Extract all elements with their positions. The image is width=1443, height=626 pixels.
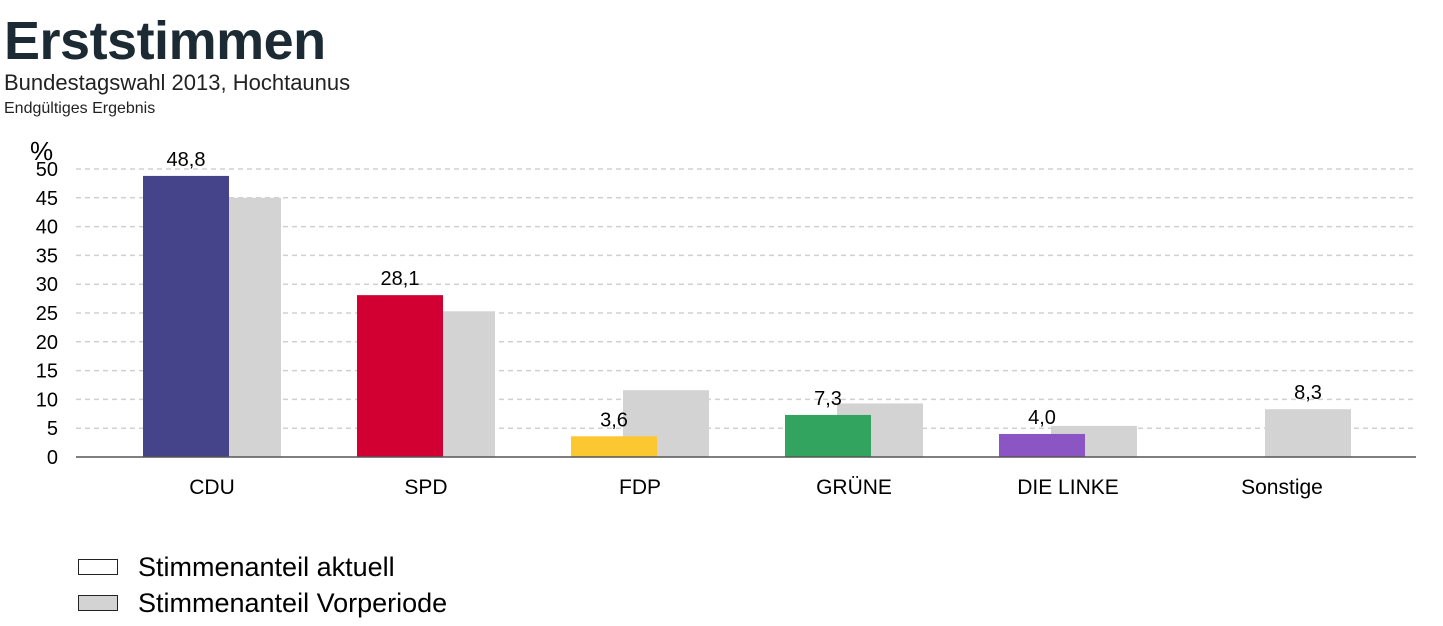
data-label: 48,8 [167,149,206,171]
data-labels: 48,8 28,1 3,6 7,3 4,0 8,3 [167,149,1322,431]
legend-item-previous: Stimmenanteil Vorperiode [78,585,447,621]
y-tick-label: 20 [36,332,58,354]
legend-item-current: Stimmenanteil aktuell [78,549,447,585]
chart-title: Erststimmen [4,11,326,71]
x-tick-label: FDP [619,476,661,499]
result-note: Endgültiges Ergebnis [4,100,156,117]
x-tick-label: GRÜNE [816,476,892,499]
x-tick-label: DIE LINKE [1017,476,1119,499]
y-tick-label: 25 [36,303,58,325]
bar-current [999,433,1085,457]
data-label: 3,6 [600,409,628,431]
legend-label-previous: Stimmenanteil Vorperiode [138,587,448,618]
y-axis-ticks: 0 5 10 15 20 25 30 35 40 45 50 [36,159,58,469]
x-tick-label: SPD [404,476,447,499]
data-label: 8,3 [1294,382,1322,404]
y-tick-label: 0 [47,447,58,469]
y-axis-label: % [30,136,53,166]
legend-swatch-current [78,559,118,575]
bar-current [785,414,871,457]
legend: Stimmenanteil aktuell Stimmenanteil Vorp… [78,549,447,621]
data-label: 28,1 [381,268,420,290]
bar-current [571,436,657,457]
x-tick-label: Sonstige [1241,476,1323,499]
y-tick-label: 35 [36,245,58,267]
legend-swatch-previous [78,595,118,611]
bar-chart: 0 5 10 15 20 25 30 35 40 45 50 % 48,8 28,1 3,6 7,3 4,0… [30,136,1416,499]
gridlines [76,168,1416,429]
y-tick-label: 45 [36,188,58,210]
y-tick-label: 5 [47,418,58,440]
x-axis-labels: CDU SPD FDP GRÜNE DIE LINKE Sonstige [189,476,1323,499]
data-label: 4,0 [1028,407,1056,429]
x-tick-label: CDU [189,476,235,499]
chart-subtitle: Bundestagswahl 2013, Hochtaunus [4,70,351,95]
legend-label-current: Stimmenanteil aktuell [138,551,395,582]
y-tick-label: 40 [36,217,58,239]
bar-current [357,295,443,457]
bar-current [143,175,229,458]
y-tick-label: 15 [36,361,58,383]
y-tick-label: 10 [36,389,58,411]
y-tick-label: 30 [36,274,58,296]
data-label: 7,3 [814,388,842,410]
y-tick-label: 50 [36,159,58,181]
bar-previous [1265,409,1351,457]
bars [143,175,1351,458]
